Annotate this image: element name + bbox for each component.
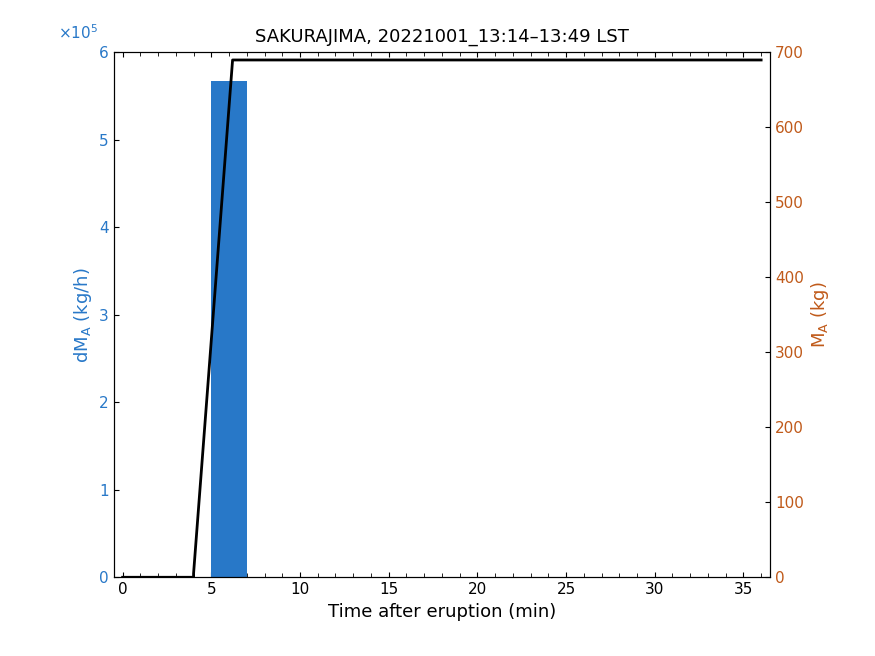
Title: SAKURAJIMA, 20221001_13:14–13:49 LST: SAKURAJIMA, 20221001_13:14–13:49 LST (255, 28, 629, 46)
Y-axis label: dM$_\mathrm{A}$ (kg/h): dM$_\mathrm{A}$ (kg/h) (72, 267, 94, 363)
Y-axis label: M$_\mathrm{A}$ (kg): M$_\mathrm{A}$ (kg) (809, 281, 831, 348)
Bar (211, 81, 247, 577)
Text: $\times10^5$: $\times10^5$ (58, 23, 98, 42)
X-axis label: Time after eruption (min): Time after eruption (min) (328, 603, 556, 621)
